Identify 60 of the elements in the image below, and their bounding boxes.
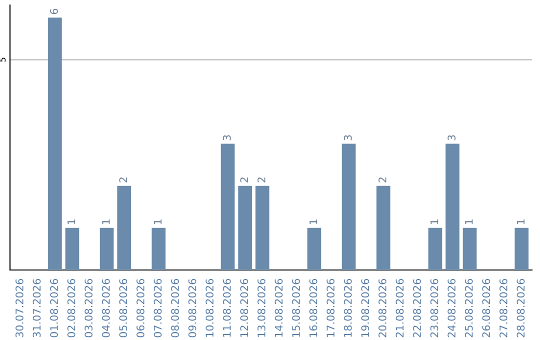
bar: [514, 228, 529, 270]
data-label: 2: [240, 178, 248, 182]
x-tick-label: 28.08.2026: [516, 278, 525, 338]
bar: [100, 228, 114, 270]
bar: [117, 186, 131, 270]
x-tick-label: 13.08.2026: [258, 278, 266, 337]
x-tick-label: 24.08.2026: [448, 278, 456, 338]
bar: [462, 228, 477, 270]
bar: [307, 228, 322, 270]
x-tick-label: 30.07.2026: [16, 278, 24, 338]
bar: [65, 228, 80, 270]
data-label: 1: [154, 219, 162, 224]
x-tick-label: 07.08.2026: [154, 278, 162, 338]
bar: [342, 144, 356, 270]
x-tick-label: 21.08.2026: [396, 278, 404, 338]
x-tick-label: 06.08.2026: [136, 278, 144, 338]
bar: [255, 186, 270, 270]
x-tick-label: 04.08.2026: [102, 278, 110, 338]
data-label: 3: [448, 135, 456, 140]
data-label: 6: [50, 8, 58, 14]
x-tick-label: 09.08.2026: [188, 278, 196, 338]
data-label: 3: [222, 135, 231, 140]
x-tick-label: 16.08.2026: [309, 278, 318, 337]
bar: [376, 186, 390, 270]
x-tick-label: 25.08.2026: [464, 278, 473, 338]
data-label: 1: [309, 219, 318, 224]
x-tick-label: 12.08.2026: [240, 278, 248, 337]
bar: [428, 228, 442, 270]
x-tick-label: 17.08.2026: [326, 278, 335, 337]
x-tick-label: 03.08.2026: [84, 278, 93, 338]
data-label: 3: [344, 135, 352, 140]
x-tick-label: 14.08.2026: [274, 278, 283, 337]
x-tick-label: 01.08.2026: [50, 278, 58, 338]
data-label: 1: [102, 219, 110, 224]
bar: [152, 228, 166, 270]
bar: [220, 144, 235, 270]
x-tick-label: 05.08.2026: [119, 278, 128, 338]
data-label: 1: [68, 219, 76, 224]
bar: [48, 18, 62, 270]
data-label: 2: [119, 178, 127, 182]
x-tick-label: 22.08.2026: [413, 278, 421, 338]
x-tick-label: 10.08.2026: [206, 278, 214, 337]
x-tick-label: 26.08.2026: [482, 278, 490, 338]
bar: [446, 144, 460, 270]
x-tick-label: 08.08.2026: [171, 278, 179, 338]
x-tick-label: 11.08.2026: [222, 278, 231, 337]
data-label: 1: [516, 219, 525, 224]
x-tick-label: 27.08.2026: [499, 278, 508, 338]
data-label: 2: [258, 178, 266, 182]
x-tick-label: 19.08.2026: [361, 278, 370, 337]
data-label: 1: [430, 219, 438, 224]
x-tick-label: 18.08.2026: [344, 278, 352, 337]
x-tick-label: 02.08.2026: [67, 278, 76, 338]
x-tick-label: 15.08.2026: [292, 278, 300, 337]
data-label: 1: [465, 219, 473, 224]
x-tick-label: 31.07.2026: [32, 278, 41, 338]
data-label: 2: [378, 178, 386, 182]
bar: [238, 186, 252, 270]
x-tick-label: 20.08.2026: [378, 278, 386, 338]
x-tick-label: 23.08.2026: [430, 278, 438, 338]
